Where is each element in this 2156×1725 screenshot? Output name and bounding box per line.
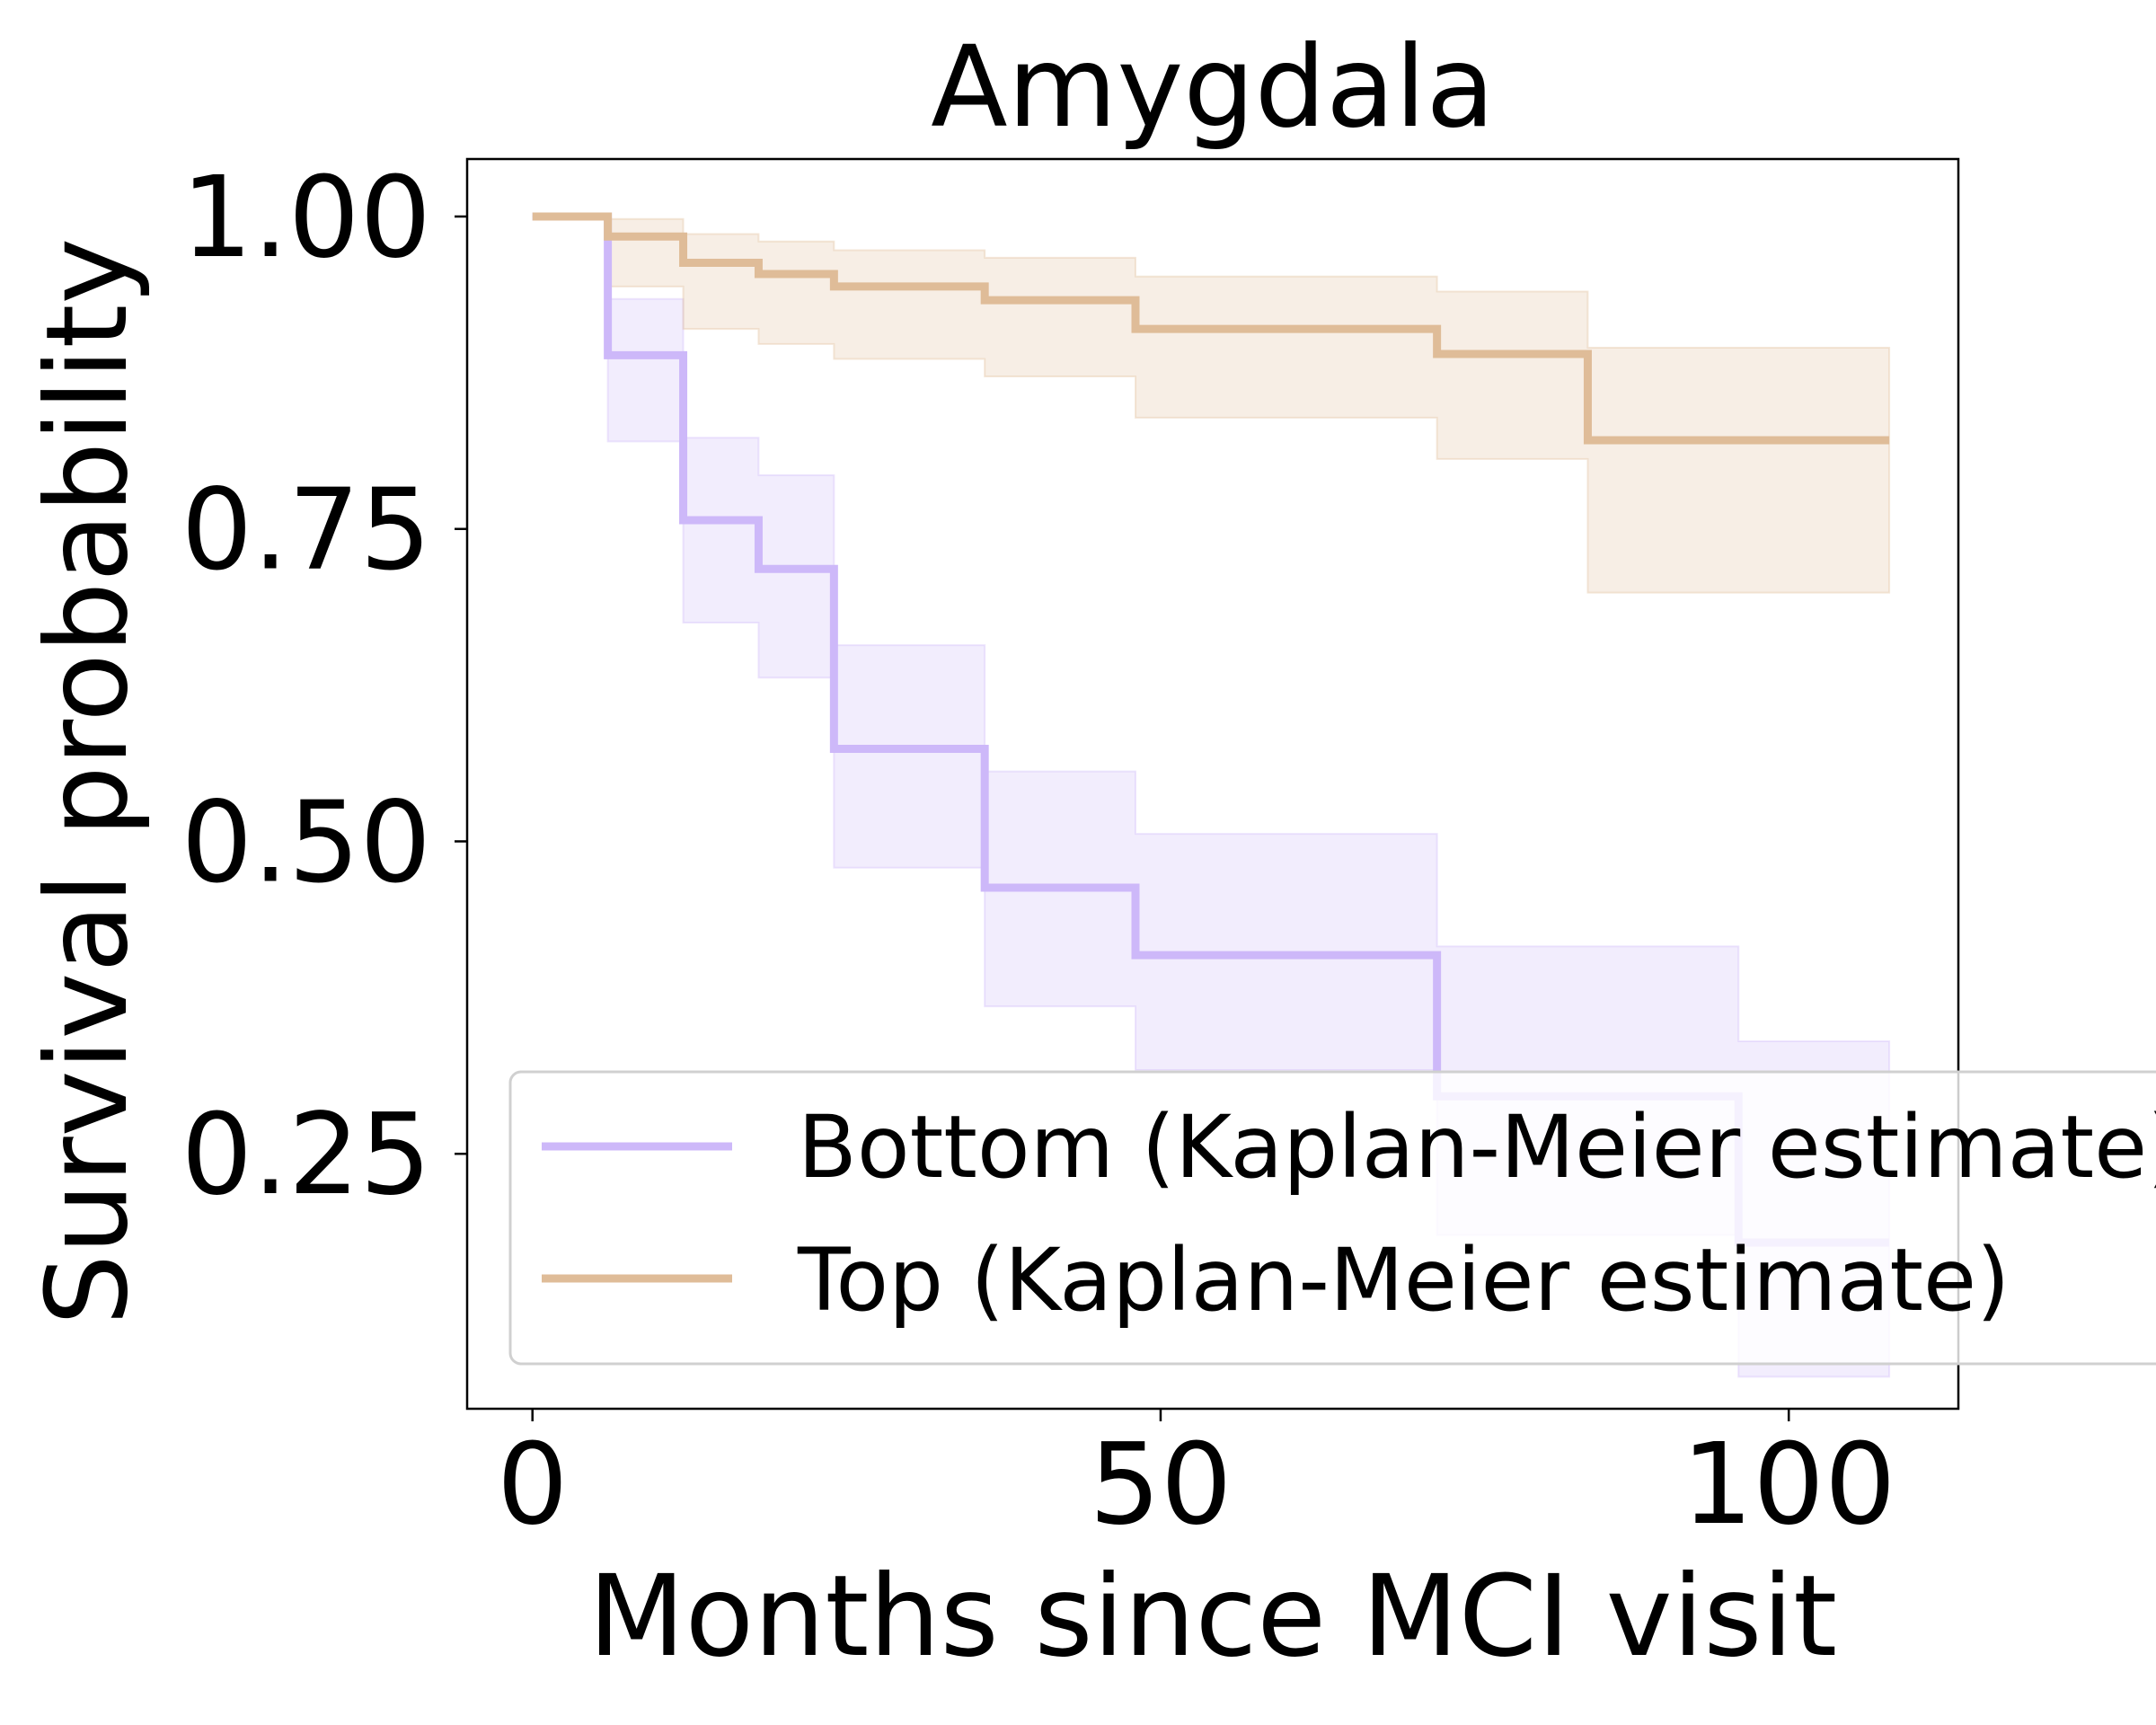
x-tick-label: 50 xyxy=(1089,1420,1232,1550)
legend: Bottom (Kaplan-Meier estimate) Top (Kapl… xyxy=(508,1070,2156,1366)
y-tick-label: 0.75 xyxy=(181,465,431,596)
legend-label-top: Top (Kaplan-Meier estimate) xyxy=(797,1230,2010,1331)
plot-frame xyxy=(465,157,1960,1411)
x-tick-label: 100 xyxy=(1682,1420,1896,1550)
y-axis-ticks: 0.25 0.50 0.75 1.00 xyxy=(181,153,467,1220)
survival-line-top xyxy=(532,212,1890,445)
x-axis-ticks: 0 50 100 xyxy=(497,1409,1896,1550)
chart-title: Amygdala xyxy=(931,22,1495,153)
ci-band-top xyxy=(532,215,1891,594)
y-tick-label: 1.00 xyxy=(181,153,431,283)
x-tick-label: 0 xyxy=(497,1420,569,1550)
x-axis-label: Months since MCI visit xyxy=(588,1552,1837,1682)
y-axis-label: Survival probability xyxy=(22,238,153,1326)
legend-box xyxy=(508,1070,2156,1366)
legend-label-bottom: Bottom (Kaplan-Meier estimate) xyxy=(798,1097,2156,1198)
y-tick-label: 0.50 xyxy=(181,777,431,907)
y-tick-label: 0.25 xyxy=(181,1090,431,1220)
